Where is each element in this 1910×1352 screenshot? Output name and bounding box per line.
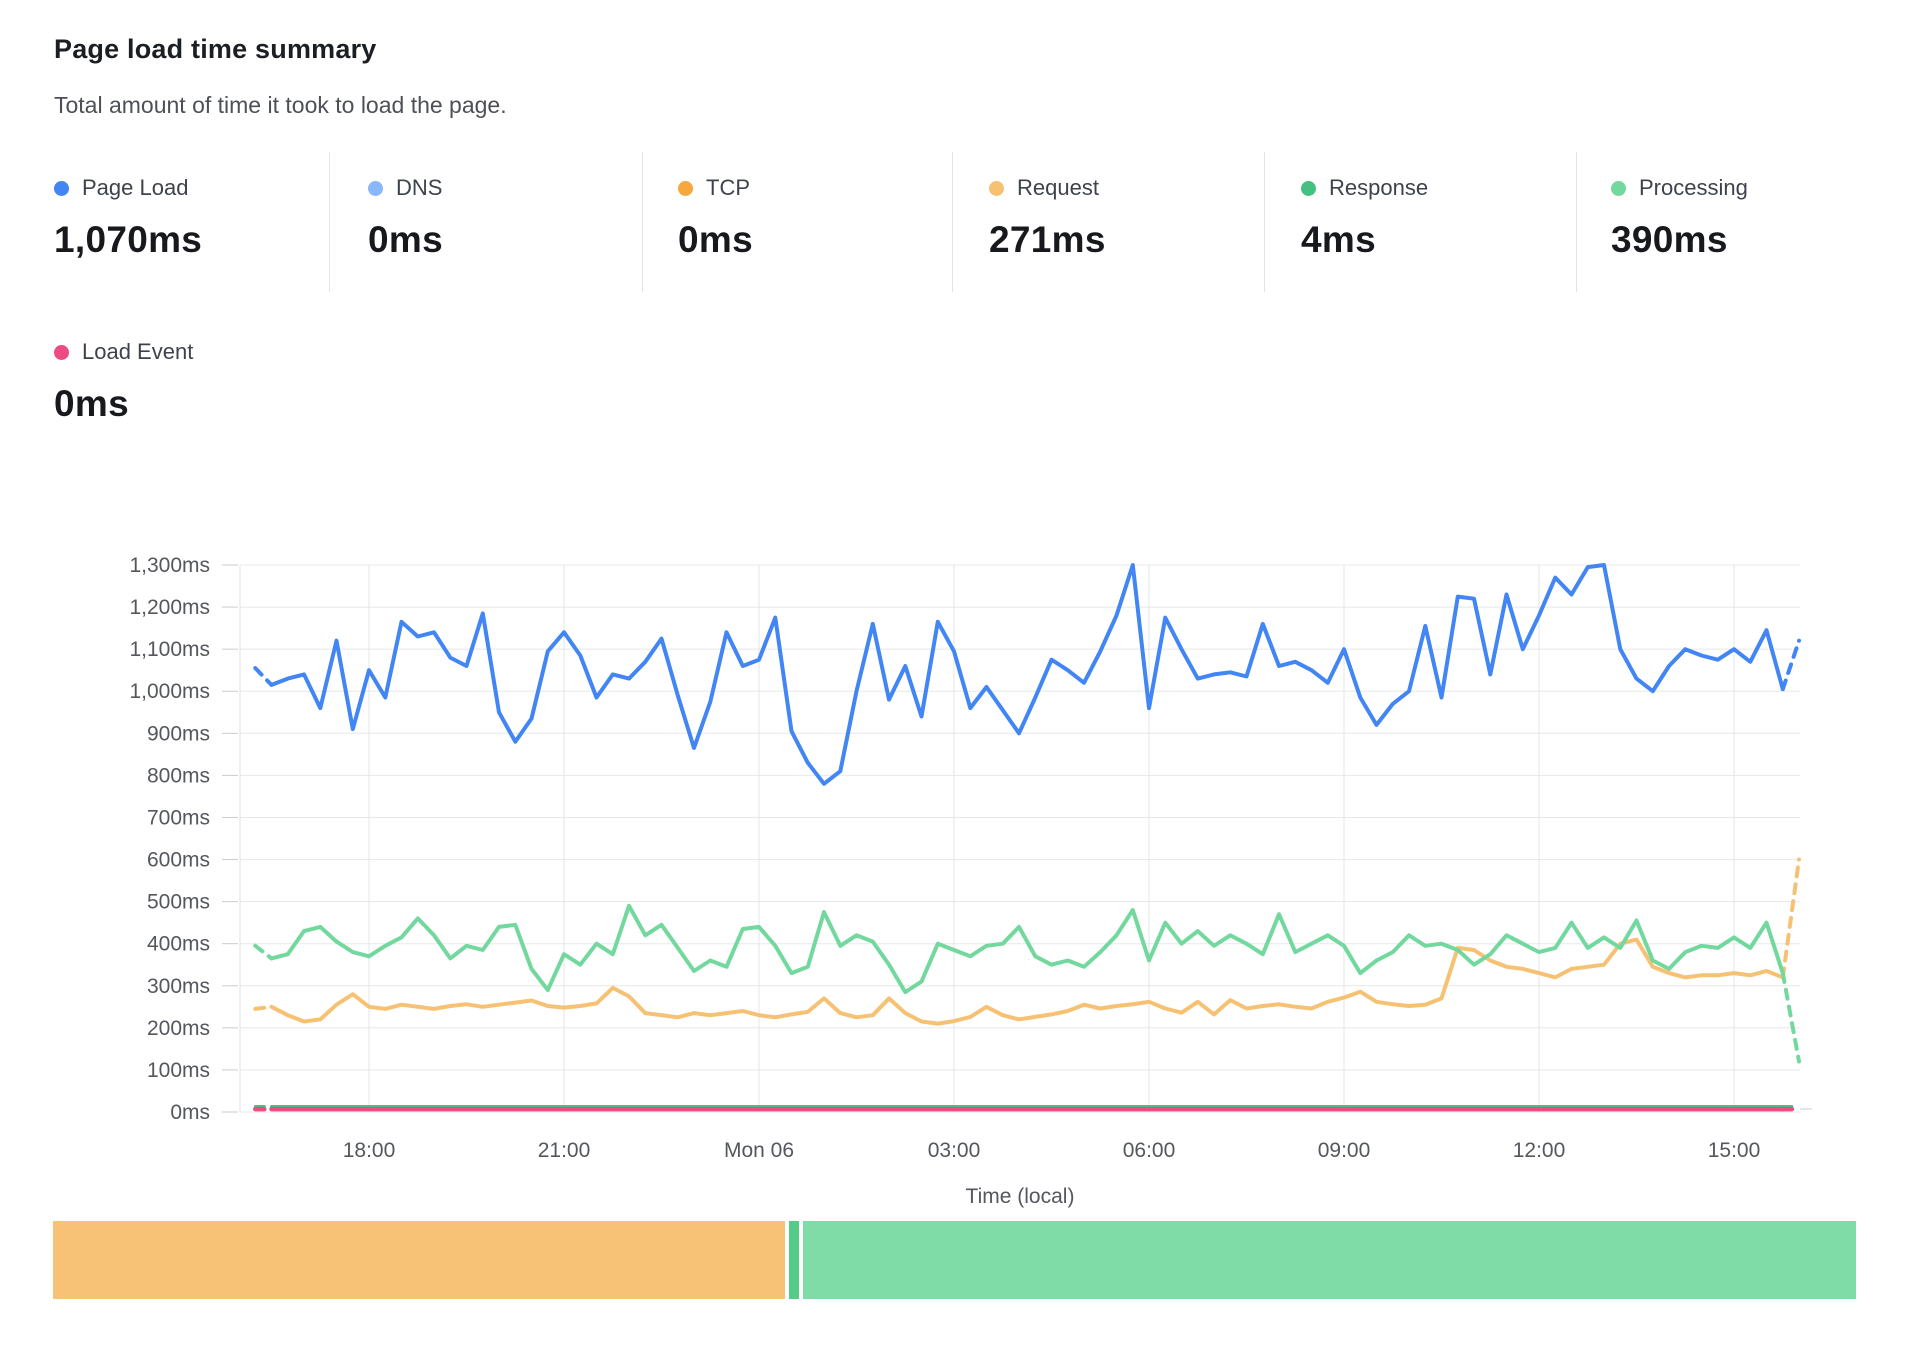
x-axis-label: 12:00 bbox=[1513, 1139, 1566, 1162]
metric-label: Load Event bbox=[82, 339, 194, 364]
series-page-load bbox=[269, 563, 1785, 786]
metric-divider bbox=[642, 152, 643, 292]
x-axis-label: 21:00 bbox=[538, 1139, 591, 1162]
x-axis-label: 09:00 bbox=[1318, 1139, 1371, 1162]
load-time-chart[interactable]: 0ms 100ms 200ms 300ms 400ms 500ms 600ms 700ms 80… bbox=[0, 545, 1910, 1245]
y-axis-label: 200ms bbox=[147, 1017, 210, 1040]
y-axis-label: 0ms bbox=[170, 1101, 210, 1124]
metric-dot-icon bbox=[1301, 180, 1316, 196]
y-axis-label: 700ms bbox=[147, 806, 210, 829]
series-request bbox=[253, 1004, 274, 1011]
metric-dot-icon bbox=[989, 180, 1004, 196]
page-subtitle: Total amount of time it took to load the… bbox=[54, 92, 507, 118]
load-event-dot-icon bbox=[54, 344, 69, 360]
x-axis-label: 03:00 bbox=[928, 1139, 981, 1162]
x-axis-label: 15:00 bbox=[1708, 1139, 1761, 1162]
metric-dot-icon bbox=[1611, 180, 1626, 196]
y-axis-label: 500ms bbox=[147, 891, 210, 914]
metric-load-event: Load Event 0ms bbox=[54, 339, 193, 425]
metric-dot-icon bbox=[368, 180, 383, 196]
series-processing bbox=[1780, 971, 1801, 1064]
y-axis-label: 300ms bbox=[147, 975, 210, 998]
metric-response: Response 4ms bbox=[1301, 175, 1428, 261]
y-axis-label: 1,000ms bbox=[129, 680, 210, 703]
x-axis-label: Mon 06 bbox=[724, 1139, 794, 1162]
y-axis-label: 400ms bbox=[147, 933, 210, 956]
series-processing bbox=[253, 943, 274, 961]
series-processing bbox=[269, 903, 1785, 995]
metric-value: 390ms bbox=[1611, 219, 1728, 260]
bar-segment-processing bbox=[803, 1221, 1856, 1299]
chart-canvas[interactable]: 0ms 100ms 200ms 300ms 400ms 500ms 600ms 700ms 80… bbox=[0, 545, 1910, 1245]
metric-dot-icon bbox=[54, 180, 69, 196]
metric-value: 1,070ms bbox=[54, 219, 203, 260]
page-title: Page load time summary bbox=[54, 34, 377, 64]
metric-request: Request 271ms bbox=[989, 175, 1106, 261]
metric-label: Response bbox=[1329, 175, 1429, 200]
metric-page_load: Page Load 1,070ms bbox=[54, 175, 202, 261]
metric-label: DNS bbox=[396, 175, 443, 200]
x-axis-label: 18:00 bbox=[343, 1139, 396, 1162]
series-request bbox=[1780, 857, 1801, 980]
metric-label: Processing bbox=[1639, 175, 1748, 200]
metric-divider bbox=[329, 152, 330, 292]
x-axis-label: 06:00 bbox=[1123, 1139, 1176, 1162]
x-axis-title: Time (local) bbox=[966, 1185, 1075, 1208]
metric-processing: Processing 390ms bbox=[1611, 175, 1748, 261]
y-axis-label: 800ms bbox=[147, 764, 210, 787]
metric-value: 4ms bbox=[1301, 219, 1376, 260]
metric-label: Request bbox=[1017, 175, 1099, 200]
metric-value: 0ms bbox=[368, 219, 443, 260]
metric-tcp: TCP 0ms bbox=[678, 175, 753, 261]
metric-label: Page Load bbox=[82, 175, 189, 200]
y-axis-label: 100ms bbox=[147, 1059, 210, 1082]
metric-divider bbox=[952, 152, 953, 292]
bar-segment-response bbox=[788, 1221, 800, 1299]
y-axis-label: 600ms bbox=[147, 849, 210, 872]
series-page-load bbox=[1780, 638, 1801, 692]
timing-breakdown-bar bbox=[53, 1221, 1856, 1299]
y-axis-label: 900ms bbox=[147, 722, 210, 745]
metric-divider bbox=[1576, 152, 1577, 292]
metric-dot-icon bbox=[678, 180, 693, 196]
metric-label: TCP bbox=[706, 175, 750, 200]
metric-divider bbox=[1264, 152, 1265, 292]
series-page-load bbox=[253, 666, 274, 687]
y-axis-label: 1,300ms bbox=[129, 554, 210, 577]
metric-value: 271ms bbox=[989, 219, 1106, 260]
y-axis-label: 1,200ms bbox=[129, 596, 210, 619]
y-axis-label: 1,100ms bbox=[129, 638, 210, 661]
metric-dns: DNS 0ms bbox=[368, 175, 443, 261]
metric-value: 0ms bbox=[54, 383, 129, 424]
series-request bbox=[269, 937, 1785, 1026]
metric-value: 0ms bbox=[678, 219, 753, 260]
bar-segment-request bbox=[53, 1221, 785, 1299]
